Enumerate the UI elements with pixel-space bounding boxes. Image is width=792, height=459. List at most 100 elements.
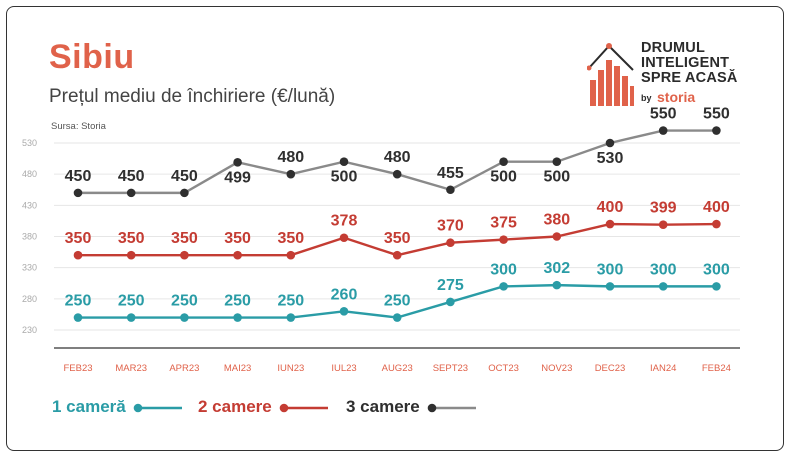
data-label: 378 — [331, 213, 358, 230]
data-point — [339, 157, 349, 166]
x-tick-label: IAN24 — [650, 363, 676, 374]
data-label: 500 — [331, 169, 358, 186]
data-point — [233, 250, 242, 260]
data-label: 400 — [597, 199, 624, 216]
data-label: 500 — [490, 169, 517, 186]
data-label: 300 — [597, 261, 624, 278]
data-point — [446, 185, 455, 195]
legend-swatch — [427, 403, 476, 412]
legend-item: 1 cameră — [52, 397, 184, 421]
data-label: 300 — [490, 261, 517, 278]
data-point — [712, 282, 721, 291]
data-point — [286, 250, 296, 260]
chart-frame — [6, 6, 784, 451]
data-point — [180, 188, 189, 198]
data-label: 350 — [224, 230, 251, 247]
data-point — [712, 126, 721, 135]
data-point — [605, 282, 615, 291]
data-label: 350 — [277, 230, 304, 247]
y-tick-label: 530 — [22, 138, 37, 148]
y-tick-label: 330 — [22, 263, 37, 273]
x-tick-label: SEPT23 — [433, 363, 468, 374]
storia-logo-icon — [587, 43, 634, 106]
x-tick-label: DEC23 — [595, 363, 626, 374]
data-label: 480 — [277, 149, 304, 166]
data-label: 499 — [224, 169, 251, 186]
logo-wordmark: DRUMUL INTELIGENT SPRE ACASĂ — [641, 40, 738, 86]
y-tick-label: 480 — [22, 169, 37, 179]
data-point — [552, 157, 562, 166]
data-point — [605, 138, 615, 148]
data-label: 260 — [331, 286, 358, 303]
data-point — [73, 313, 83, 322]
x-tick-label: MAR23 — [115, 363, 147, 374]
data-point — [73, 188, 83, 198]
x-tick-label: FEB24 — [702, 363, 731, 374]
data-label: 455 — [437, 165, 464, 182]
data-label: 300 — [650, 261, 677, 278]
data-label: 370 — [437, 218, 464, 235]
x-tick-label: NOV23 — [541, 363, 572, 374]
data-point — [180, 250, 189, 260]
data-label: 250 — [171, 293, 198, 310]
data-point — [712, 219, 721, 229]
data-point — [499, 157, 508, 166]
data-label: 450 — [118, 168, 145, 185]
data-point — [552, 232, 562, 241]
data-label: 500 — [543, 169, 570, 186]
x-tick-label: IUN23 — [277, 363, 304, 374]
y-tick-label: 380 — [22, 232, 37, 242]
data-point — [658, 126, 668, 135]
data-label: 350 — [171, 230, 198, 247]
data-point — [552, 280, 562, 290]
data-label: 530 — [597, 150, 624, 167]
x-tick-label: APR23 — [169, 363, 199, 374]
data-point — [605, 219, 615, 229]
data-point — [392, 250, 402, 260]
data-point — [658, 282, 668, 291]
legend-label: 1 cameră — [52, 397, 126, 416]
data-label: 550 — [650, 106, 677, 123]
data-point — [499, 235, 508, 244]
x-tick-label: AUG23 — [382, 363, 413, 374]
data-point — [233, 313, 242, 322]
data-point — [126, 313, 136, 322]
x-tick-label: FEB23 — [63, 363, 92, 374]
data-point — [73, 250, 83, 260]
legend-item: 2 camere — [198, 397, 330, 421]
data-point — [126, 188, 136, 198]
chart-subtitle: Prețul mediu de închiriere (€/lună) — [49, 86, 336, 107]
x-tick-label: MAI23 — [224, 363, 251, 374]
data-point — [499, 282, 508, 291]
data-label: 302 — [543, 260, 570, 277]
x-tick-label: OCT23 — [488, 363, 519, 374]
chart-title: Sibiu — [49, 38, 135, 76]
data-label: 399 — [650, 200, 677, 217]
source-note: Sursa: Storia — [51, 121, 106, 132]
logo-brand: storia — [657, 89, 696, 105]
data-label: 250 — [118, 293, 145, 310]
data-label: 400 — [703, 199, 730, 216]
data-point — [658, 220, 668, 229]
data-label: 250 — [384, 293, 411, 310]
data-point — [180, 313, 189, 322]
data-point — [339, 307, 349, 316]
legend-swatch — [133, 403, 182, 412]
data-point — [286, 169, 296, 179]
data-label: 450 — [171, 168, 198, 185]
legend-label: 2 camere — [198, 397, 272, 416]
y-tick-label: 430 — [22, 200, 37, 210]
data-label: 350 — [384, 230, 411, 247]
data-point — [392, 169, 402, 179]
data-label: 380 — [543, 212, 570, 229]
data-label: 250 — [65, 293, 92, 310]
x-tick-label: IUL23 — [331, 363, 356, 374]
data-point — [446, 297, 455, 307]
data-label: 350 — [118, 230, 145, 247]
data-label: 480 — [384, 149, 411, 166]
legend-label: 3 camere — [346, 397, 420, 416]
data-label: 300 — [703, 261, 730, 278]
data-point — [286, 313, 296, 322]
data-point — [339, 233, 349, 243]
data-point — [446, 238, 455, 248]
